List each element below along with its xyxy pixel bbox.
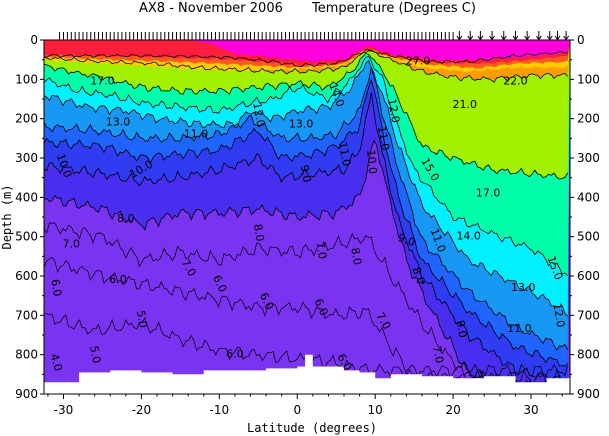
- x-tick-label: -20: [132, 403, 152, 417]
- contour-label: 27.0: [406, 55, 431, 68]
- contour-label: 5.0: [134, 309, 150, 328]
- contour-label: 7.0: [430, 345, 446, 364]
- contour-label: 13.0: [511, 281, 536, 294]
- contour-label: 7.0: [63, 238, 81, 251]
- y-tick-label-left: 400: [15, 190, 38, 204]
- band-fill: [44, 40, 570, 180]
- y-tick-label-right: 400: [577, 190, 600, 204]
- isotherm-line: [44, 52, 569, 180]
- y-tick-label-right: 300: [577, 151, 600, 165]
- y-tick-label-left: 0: [30, 33, 38, 47]
- isotherm-line: [44, 50, 568, 83]
- contour-label: 4.0: [48, 352, 65, 372]
- contour-label: 9.0: [453, 319, 469, 338]
- x-tick-label: 0: [293, 403, 301, 417]
- y-tick-label-left: 200: [15, 112, 38, 126]
- contour-label: 13.0: [106, 116, 131, 129]
- contour-label: 10.0: [364, 149, 379, 175]
- y-tick-label-right: 200: [577, 112, 600, 126]
- contour-label: 17.0: [476, 186, 501, 199]
- contour-label: 13.0: [289, 118, 314, 131]
- contour-label: 11.0: [507, 322, 532, 335]
- band-fill: [44, 40, 570, 63]
- isotherm-line: [44, 222, 568, 393]
- plot-area: [44, 40, 570, 394]
- isotherm-line: [44, 66, 569, 351]
- contour-label: 8.0: [117, 212, 135, 225]
- contour-label: 8.0: [251, 223, 267, 242]
- contour-label: 9.0: [396, 231, 417, 249]
- y-tick-label-left: 100: [15, 72, 38, 86]
- y-tick-label-left: 700: [15, 308, 38, 322]
- y-axis-title: Depth (m): [0, 184, 14, 249]
- chart-title-section: AX8 - November 2006: [139, 1, 283, 16]
- y-tick-label-right: 800: [577, 348, 600, 362]
- isotherm-line: [44, 59, 568, 317]
- contour-label: 12.0: [250, 101, 267, 127]
- y-tick-label-right: 700: [577, 308, 600, 322]
- contour-label: 21.0: [453, 98, 478, 111]
- y-tick-label-left: 900: [15, 387, 38, 401]
- x-tick-label: 30: [523, 403, 538, 417]
- contour-label: 11.0: [184, 127, 209, 140]
- no-data-region: [44, 354, 570, 394]
- x-tick-label: 10: [368, 403, 383, 417]
- contour-labels: 17.013.011.010.0 10.012.0 13.014.09.011.0 1…: [48, 55, 568, 373]
- x-tick-label: -30: [54, 403, 74, 417]
- isotherm-line: [44, 92, 569, 387]
- contour-label: 12.0: [550, 302, 567, 328]
- contour-label: 5.0: [87, 345, 103, 364]
- isotherm-line: [44, 49, 568, 68]
- contour-label: 8.0: [409, 265, 427, 286]
- y-tick-label-right: 900: [577, 387, 600, 401]
- contour-label: 22.0: [503, 74, 528, 87]
- chart-title-variable: Temperature (Degrees C): [311, 1, 476, 16]
- x-tick-label: -10: [210, 403, 230, 417]
- y-tick-label-left: 500: [15, 230, 38, 244]
- y-tick-label-left: 800: [15, 348, 38, 362]
- contour-label: 17.0: [90, 74, 115, 87]
- contour-label: 12.0: [385, 98, 402, 124]
- x-axis-title: Latitude (degrees): [247, 421, 377, 435]
- contour-label: 11.0: [375, 125, 392, 151]
- contour-label: 6.0: [226, 348, 244, 361]
- isotherm-line: [44, 78, 568, 367]
- y-tick-label-left: 600: [15, 269, 38, 283]
- contour-label: 6.0: [109, 273, 127, 286]
- isotherm-line: [44, 256, 568, 387]
- x-tick-label: 20: [445, 403, 460, 417]
- contour-label: 7.0: [313, 241, 329, 260]
- contour-label: 8.0: [348, 247, 364, 266]
- station-marks: [59, 31, 570, 41]
- y-tick-label-right: 600: [577, 269, 600, 283]
- contour-label: 14.0: [456, 230, 481, 243]
- y-tick-label-right: 100: [577, 72, 600, 86]
- y-tick-label-right: 500: [577, 230, 600, 244]
- contour-label: 6.0: [48, 278, 64, 297]
- isotherm-line: [44, 55, 568, 276]
- y-tick-label-left: 300: [15, 151, 38, 165]
- y-tick-label-right: 0: [577, 33, 585, 47]
- contour-label: 11.0: [336, 141, 353, 167]
- contour-label: 9.0: [298, 164, 314, 183]
